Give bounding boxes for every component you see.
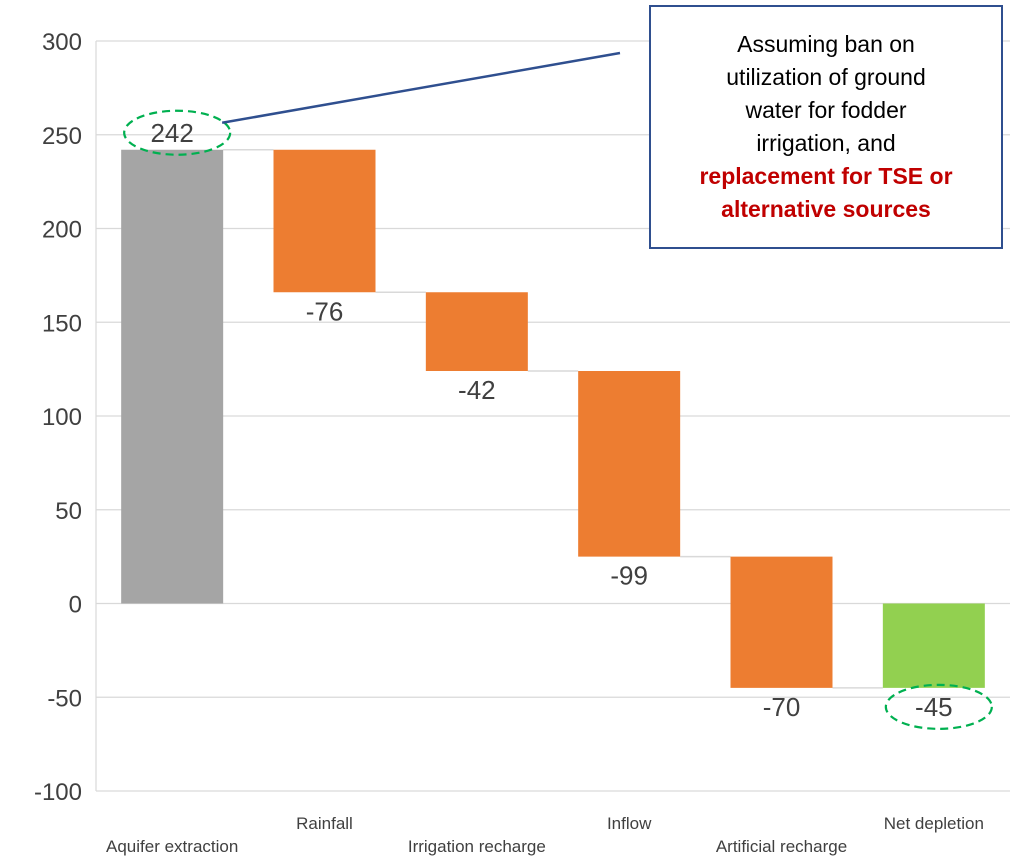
bar-aquifer-extraction — [121, 149, 224, 604]
data-label-net-depletion: -45 — [915, 692, 953, 722]
callout-emphasis-line-2: alternative sources — [721, 196, 931, 222]
bars — [121, 149, 985, 688]
highlight-rings — [123, 109, 993, 730]
category-label-inflow: Inflow — [607, 814, 652, 833]
callout-emphasis-line-1: replacement for TSE or — [699, 163, 953, 189]
y-tick-label: 300 — [42, 29, 82, 56]
bar-inflow — [578, 371, 681, 557]
y-tick-label: 250 — [42, 123, 82, 150]
category-labels: Aquifer extraction Rainfall Irrigation rec… — [106, 814, 984, 856]
category-label-aquifer-extraction: Aquifer extraction — [106, 837, 238, 856]
y-tick-label: -50 — [47, 685, 82, 712]
category-label-irrigation-recharge: Irrigation recharge — [408, 837, 546, 856]
callout-line-3: water for fodder — [745, 97, 907, 123]
bar-irrigation-recharge — [425, 292, 528, 371]
connectors — [223, 149, 883, 689]
data-label-aquifer-extraction: 242 — [150, 118, 193, 148]
data-label-artificial-recharge: -70 — [763, 692, 801, 722]
category-label-net-depletion: Net depletion — [884, 814, 984, 833]
callout-line-1: Assuming ban on — [737, 31, 915, 57]
y-tick-label: 50 — [55, 498, 82, 525]
callout-leader-line — [221, 51, 621, 124]
bar-net-depletion — [882, 603, 985, 688]
highlight-ring-net-depletion — [884, 683, 993, 730]
category-label-rainfall: Rainfall — [296, 814, 353, 833]
highlight-ring-aquifer-extraction — [123, 109, 232, 156]
data-labels: 242 -76 -42 -99 -70 -45 — [150, 118, 952, 722]
y-tick-label: -100 — [34, 779, 82, 806]
gridlines — [95, 40, 1010, 792]
data-label-irrigation-recharge: -42 — [458, 375, 496, 405]
y-tick-label: 100 — [42, 404, 82, 431]
data-label-inflow: -99 — [610, 561, 648, 591]
bar-rainfall — [273, 149, 376, 293]
y-tick-label: 0 — [69, 592, 82, 619]
y-tick-label: 150 — [42, 310, 82, 337]
annotation-callout: Assuming ban on utilization of ground wa… — [649, 5, 1003, 249]
y-axis-ticks: 300 250 200 150 100 50 0 -50 -100 — [34, 29, 82, 806]
data-label-rainfall: -76 — [306, 296, 344, 326]
callout-line-4: irrigation, and — [756, 130, 896, 156]
category-label-artificial-recharge: Artificial recharge — [716, 837, 847, 856]
y-tick-label: 200 — [42, 217, 82, 244]
bar-artificial-recharge — [730, 556, 833, 688]
callout-line-2: utilization of ground — [726, 64, 926, 90]
